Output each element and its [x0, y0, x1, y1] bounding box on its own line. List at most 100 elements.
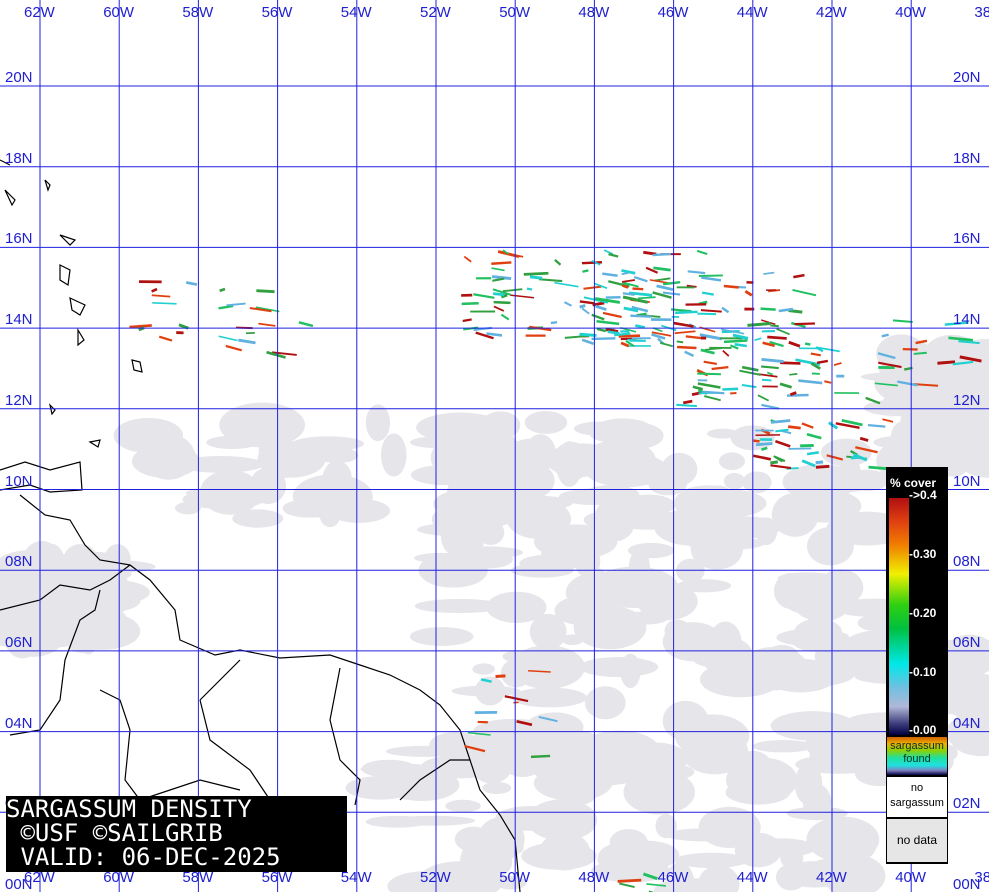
- cloud-patch: [584, 512, 621, 528]
- sargassum-streak: [788, 311, 802, 313]
- sargassum-streak: [486, 333, 502, 335]
- sargassum-streak: [677, 347, 696, 348]
- cloud-patch: [579, 657, 658, 677]
- sargassum-streak: [621, 343, 629, 346]
- legend-no-sargassum: no sargassum: [887, 777, 947, 817]
- cloud-patch: [719, 452, 745, 470]
- sargassum-streak: [632, 289, 643, 290]
- sargassum-streak: [780, 384, 792, 388]
- cloud-patch: [482, 782, 511, 794]
- sargassum-streak: [491, 262, 511, 263]
- cloud-patch: [175, 502, 201, 514]
- sargassum-streak: [767, 372, 772, 374]
- longitude-label-bottom: 54W: [341, 870, 372, 885]
- longitude-label-bottom: 52W: [420, 870, 451, 885]
- cloud-patch: [244, 418, 270, 429]
- cloud-patch: [683, 489, 767, 518]
- cloud-patch: [812, 738, 875, 758]
- latitude-label-right: 06N: [953, 635, 981, 650]
- sargassum-streak: [762, 380, 772, 381]
- sargassum-streak: [914, 353, 927, 354]
- cloud-patch: [511, 439, 555, 457]
- sargassum-streak: [539, 279, 562, 281]
- copyright: ©USF ©SAILGRIB: [6, 821, 347, 845]
- latitude-label-right: 16N: [953, 231, 981, 246]
- latitude-label-left: 06N: [5, 635, 33, 650]
- sargassum-streak: [788, 427, 801, 428]
- sargassum-streak: [226, 346, 242, 350]
- cloud-patch: [328, 499, 390, 523]
- sargassum-streak: [498, 251, 519, 256]
- cloud-patch: [499, 841, 523, 855]
- sargassum-streak: [186, 282, 197, 284]
- sargassum-streak: [597, 329, 606, 331]
- latitude-label-left: 18N: [5, 151, 33, 166]
- coastline: [100, 690, 240, 800]
- latitude-label-left: 04N: [5, 716, 33, 731]
- sargassum-streak: [555, 260, 561, 265]
- cloud-patch: [316, 447, 358, 463]
- map-title-box: SARGASSUM DENSITY ©USF ©SAILGRIB VALID: …: [6, 796, 347, 872]
- sargassum-streak: [789, 342, 800, 346]
- sargassum-streak: [723, 351, 729, 356]
- coastline: [200, 660, 270, 800]
- latitude-label-right: 04N: [953, 716, 981, 731]
- cloud-patch: [590, 427, 657, 443]
- sargassum-streak: [551, 322, 557, 323]
- sargassum-streak: [816, 462, 823, 463]
- sargassum-streak: [584, 287, 602, 289]
- sargassum-streak: [767, 337, 786, 338]
- sargassum-streak: [701, 350, 715, 353]
- cloud-patch: [541, 542, 567, 570]
- sargassum-streak: [758, 395, 769, 400]
- latitude-label-left: 08N: [5, 554, 33, 569]
- sargassum-streak: [619, 884, 634, 888]
- sargassum-streak: [693, 387, 703, 389]
- sargassum-streak: [492, 268, 505, 270]
- sargassum-streak: [705, 348, 722, 350]
- sargassum-streak: [807, 434, 821, 438]
- sargassum-streak: [742, 385, 757, 387]
- sargassum-streak: [554, 283, 578, 287]
- sargassum-streak: [805, 344, 810, 345]
- latitude-label-left: 12N: [5, 393, 33, 408]
- longitude-label-bottom: 40W: [895, 870, 926, 885]
- sargassum-streak: [226, 304, 245, 306]
- sargassum-streak: [699, 275, 723, 276]
- sargassum-streak: [596, 321, 619, 324]
- sargassum-streak: [704, 362, 717, 364]
- latitude-label-right: 08N: [953, 554, 981, 569]
- latitude-label-left: 16N: [5, 231, 33, 246]
- longitude-label-top: 44W: [737, 5, 768, 20]
- sargassum-streak: [219, 306, 234, 308]
- latitude-label-right: 00N: [953, 877, 981, 892]
- sargassum-streak: [677, 341, 684, 342]
- cloud-patch: [665, 828, 744, 841]
- legend-no-data: no data: [887, 819, 947, 862]
- valid-date: VALID: 06-DEC-2025: [6, 845, 347, 869]
- sargassum-streak: [724, 286, 739, 287]
- cloud-patch: [824, 661, 894, 672]
- sargassum-streak: [464, 257, 471, 262]
- latitude-label-right: 18N: [953, 151, 981, 166]
- sargassum-streak: [638, 297, 656, 298]
- latitude-label-left: 10N: [5, 474, 33, 489]
- cloud-patch: [390, 816, 475, 826]
- cloud-patch: [763, 645, 801, 676]
- sargassum-streak: [761, 309, 776, 310]
- cloud-patch: [752, 740, 813, 752]
- legend-tick: ->0.4: [909, 488, 937, 502]
- sargassum-streak: [653, 254, 671, 255]
- sargassum-streak: [674, 323, 694, 326]
- sargassum-streak: [688, 271, 705, 273]
- cloud-patch: [628, 543, 674, 558]
- sargassum-streak: [623, 293, 635, 295]
- longitude-label-bottom: 60W: [103, 870, 134, 885]
- sargassum-streak: [582, 308, 589, 313]
- latitude-label-right: 02N: [953, 796, 981, 811]
- latitude-label-left: 00N: [5, 877, 33, 892]
- sargassum-streak: [834, 363, 842, 365]
- sargassum-streak: [152, 303, 176, 304]
- longitude-label-top: 40W: [895, 5, 926, 20]
